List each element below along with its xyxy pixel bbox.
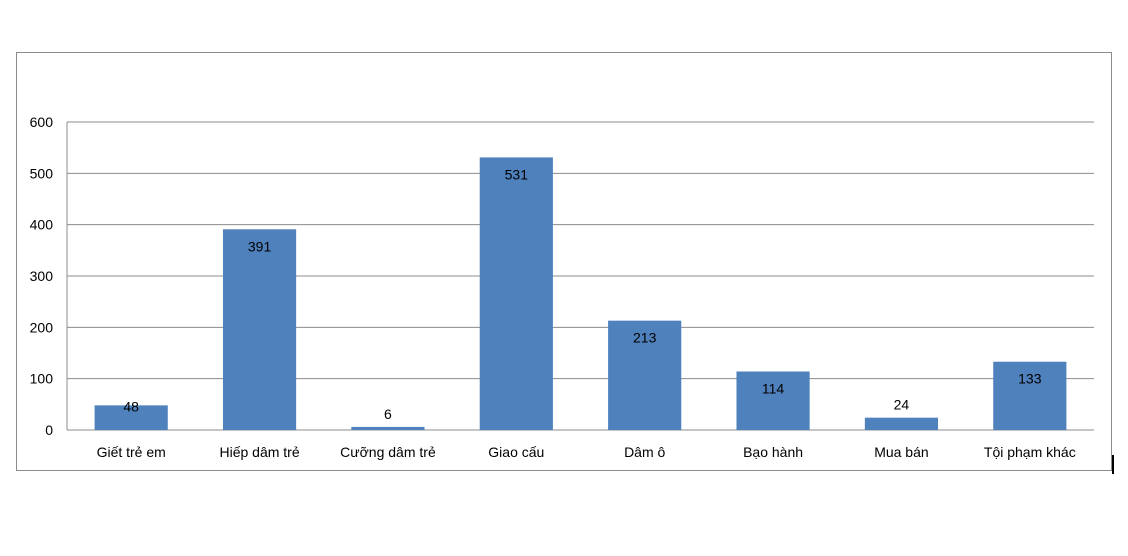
bar: [993, 361, 1067, 430]
y-tick-label: 400: [30, 217, 54, 233]
bar: [864, 417, 939, 430]
x-category-label: Hiếp dâm trẻ: [219, 444, 299, 460]
data-label: 114: [762, 380, 785, 396]
bars: [94, 157, 1067, 431]
x-category-label: Cưỡng dâm trẻ: [340, 444, 436, 460]
bar: [479, 157, 553, 431]
data-label: 213: [633, 330, 657, 346]
y-tick-label: 300: [30, 268, 54, 284]
x-axis-category-labels: Giết trẻ em Hiếp dâm trẻ Cưỡng dâm trẻ Giao…: [97, 444, 1076, 460]
gridlines: [66, 121, 1094, 431]
data-label: 24: [894, 397, 910, 413]
x-category-label: Dâm ô: [624, 444, 665, 460]
x-category-label: Bạo hành: [743, 444, 803, 460]
data-labels: 48 391 6 531 213 114 24 133: [123, 166, 1041, 422]
data-label: 531: [505, 166, 529, 182]
x-category-label: Giết trẻ em: [97, 444, 166, 460]
data-label: 48: [123, 398, 139, 414]
bar: [94, 405, 168, 430]
bar: [351, 426, 425, 430]
y-tick-label: 500: [30, 165, 54, 181]
y-tick-label: 200: [30, 319, 54, 335]
data-label: 6: [384, 406, 392, 422]
bar: [736, 371, 810, 430]
bar: [608, 320, 682, 430]
y-tick-label: 100: [30, 371, 54, 387]
data-label: 391: [248, 238, 272, 254]
text-cursor-mark: [1112, 455, 1114, 474]
bar: [222, 229, 297, 430]
x-category-label: Tội phạm khác: [984, 444, 1076, 460]
x-category-label: Mua bán: [874, 444, 928, 460]
y-tick-label: 600: [30, 114, 54, 130]
data-label: 133: [1018, 371, 1042, 387]
y-tick-label: 0: [45, 422, 53, 438]
x-category-label: Giao cấu: [488, 444, 544, 460]
y-axis-tick-labels: 0 100 200 300 400 500 600: [30, 114, 54, 438]
